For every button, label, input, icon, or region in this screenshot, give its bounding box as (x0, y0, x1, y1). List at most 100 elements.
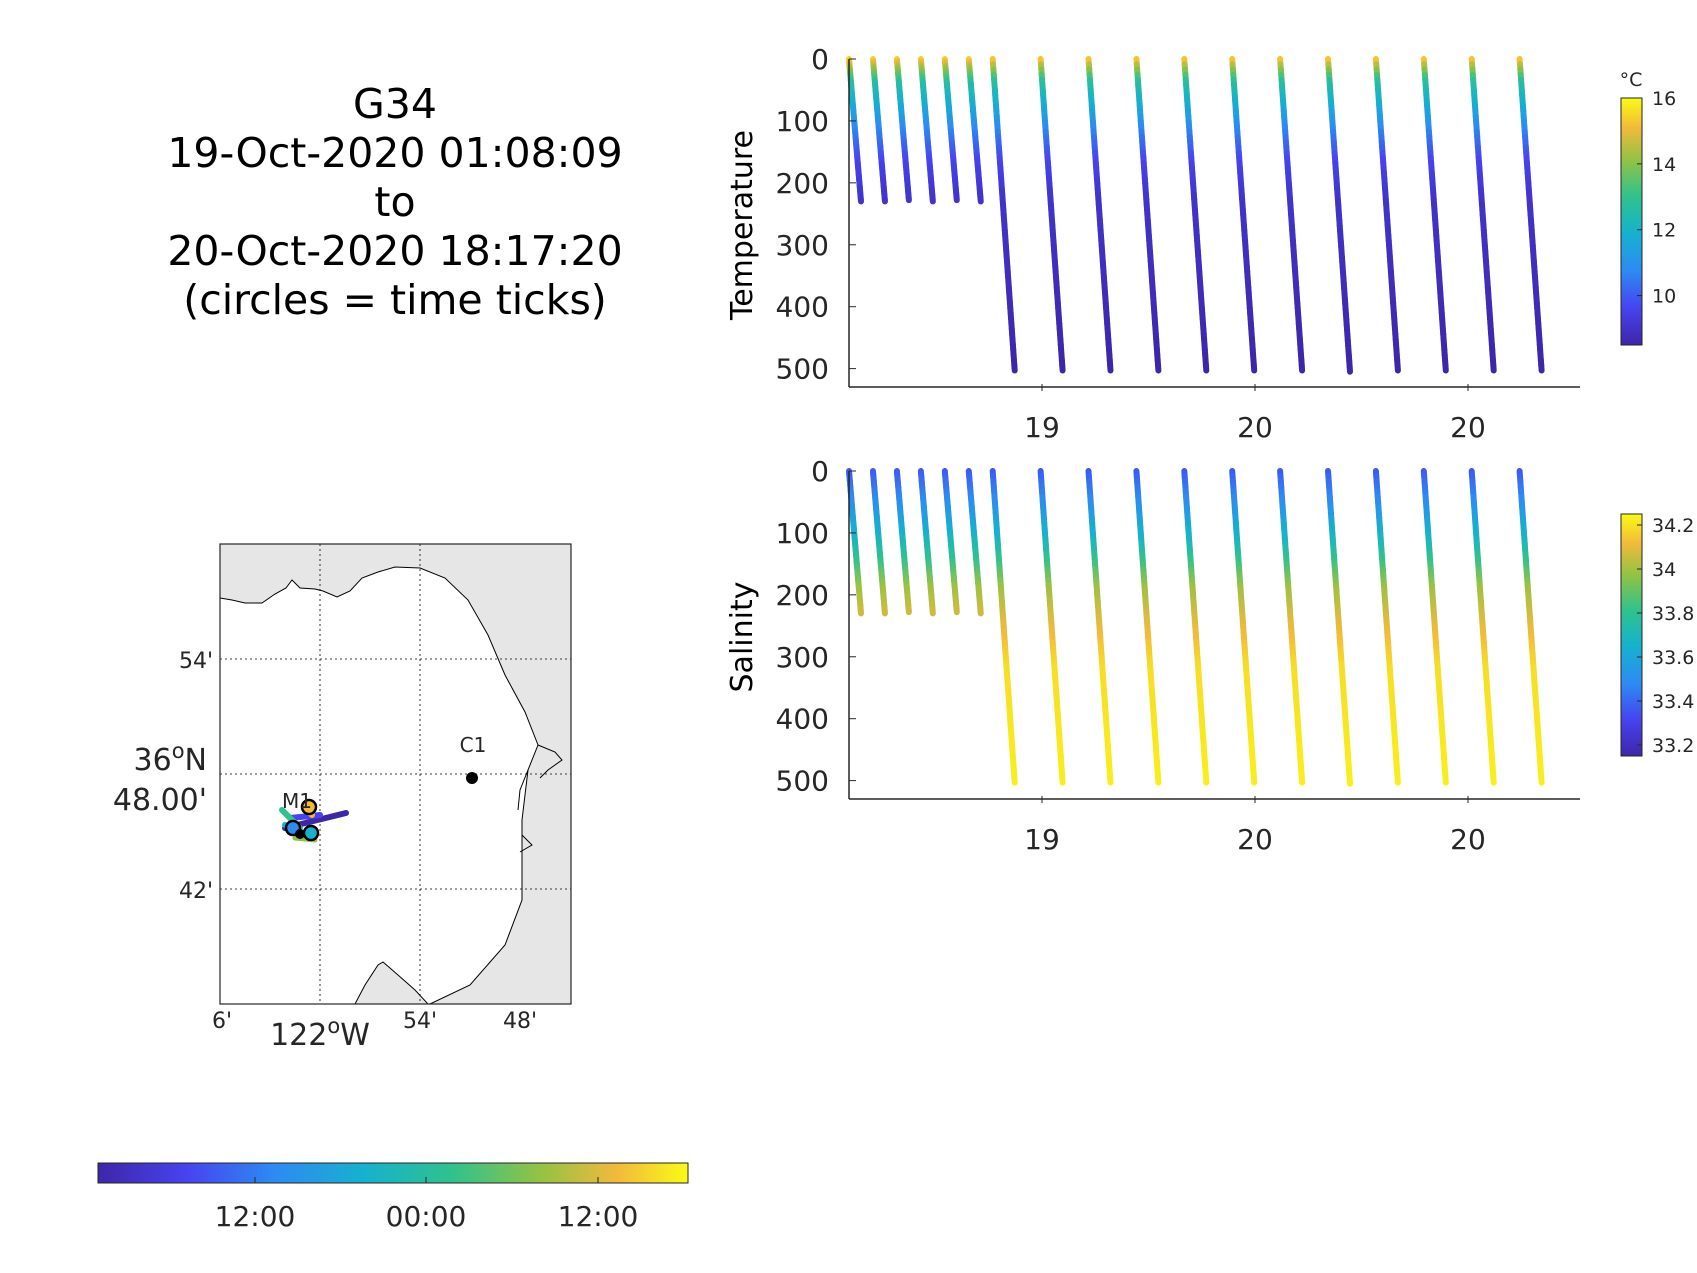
profile-8 (1037, 468, 1066, 786)
x-tick-label: 19 (1024, 411, 1060, 444)
time-colorbar: 12:00 00:00 12:00 (97, 1162, 689, 1233)
lat-tick-36n: 36oN 48.00' (113, 739, 207, 818)
temperature-colorbar-ticks: 10 12 14 16 (1637, 88, 1676, 308)
start-time: 19-Oct-2020 01:08:09 (167, 129, 623, 177)
profile-1 (846, 468, 864, 617)
colorbar-tick-label: 16 (1652, 88, 1676, 110)
lat-tick-42: 42' (179, 879, 213, 904)
profile-15 (1372, 56, 1401, 374)
profile-18 (1516, 468, 1545, 786)
x-tick-label: 20 (1450, 411, 1486, 444)
y-tick-label: 100 (776, 517, 829, 550)
temperature-colorbar (1620, 97, 1643, 346)
lon-tick-122w: 122oW (270, 1014, 370, 1053)
profile-8 (1037, 56, 1066, 374)
map-grid (220, 544, 571, 1004)
temperature-unit: °C (1620, 69, 1643, 91)
colorbar-tick-label: 34 (1652, 559, 1676, 581)
y-tick-label: 400 (776, 291, 829, 324)
profile-9 (1085, 468, 1114, 786)
station-m1-label: M1 (282, 789, 312, 813)
x-tick-label: 20 (1237, 411, 1273, 444)
profile-4 (917, 56, 936, 205)
y-tick-label: 0 (811, 455, 829, 488)
temperature-x-ticks: 19 20 20 (1024, 384, 1486, 444)
profile-13 (1277, 468, 1306, 786)
temperature-ylabel: Temperature (725, 130, 760, 321)
map-border (219, 543, 572, 1005)
profile-11 (1181, 56, 1210, 374)
colorbar-tick-label: 14 (1652, 154, 1676, 176)
time-colorbar-bar (97, 1162, 689, 1184)
colorbar-tick-label: 34.2 (1652, 515, 1694, 537)
land-north (220, 544, 571, 1004)
svg-text:48.00': 48.00' (113, 783, 207, 818)
colorbar-tick-label: 33.4 (1652, 691, 1694, 713)
time-tick-note: (circles = time ticks) (183, 276, 607, 324)
x-tick-label: 19 (1024, 823, 1060, 856)
profile-5 (941, 56, 960, 204)
x-tick-label: 20 (1450, 823, 1486, 856)
colorbar-tick-label: 33.8 (1652, 603, 1694, 625)
profile-2 (869, 468, 888, 617)
salinity-y-ticks: 0 100 200 300 400 500 (776, 455, 856, 798)
y-tick-label: 200 (776, 167, 829, 200)
profile-7 (989, 468, 1018, 786)
time-tick-dot (295, 829, 305, 839)
salinity-x-ticks: 19 20 20 (1024, 796, 1486, 856)
salinity-colorbar (1620, 513, 1643, 757)
colorbar-tick-label: 12 (1652, 220, 1676, 242)
profile-4 (917, 468, 936, 617)
salinity-ylabel: Salinity (725, 582, 760, 693)
y-tick-label: 200 (776, 579, 829, 612)
profile-17 (1468, 468, 1497, 786)
salinity-colorbar-ticks: 34.2 34 33.8 33.6 33.4 33.2 (1637, 515, 1694, 757)
x-tick-label: 20 (1237, 823, 1273, 856)
salinity-profiles (846, 468, 1545, 787)
salinity-panel: 0 100 200 300 400 500 19 20 20 Salinity 34.2 34 3… (725, 455, 1694, 856)
coast-inlet (517, 744, 563, 853)
y-tick-label: 500 (776, 353, 829, 386)
y-tick-label: 400 (776, 703, 829, 736)
glider-track (279, 798, 349, 843)
temperature-profiles (846, 56, 1545, 375)
time-tick-1: 12:00 (215, 1200, 296, 1233)
profile-11 (1181, 468, 1210, 786)
svg-text:122oW: 122oW (270, 1014, 370, 1053)
lat-tick-54: 54' (179, 649, 213, 674)
profile-10 (1133, 468, 1162, 786)
colorbar-tick-label: 10 (1652, 286, 1676, 308)
profile-10 (1133, 56, 1162, 374)
profile-9 (1085, 56, 1114, 374)
profile-15 (1372, 468, 1401, 786)
profile-13 (1277, 56, 1306, 374)
profile-16 (1420, 56, 1449, 374)
y-tick-label: 0 (811, 43, 829, 76)
time-tick-circle (302, 824, 320, 842)
lon-tick-6: 6' (212, 1009, 232, 1034)
end-time: 20-Oct-2020 18:17:20 (167, 227, 623, 275)
y-tick-label: 500 (776, 765, 829, 798)
y-tick-label: 100 (776, 105, 829, 138)
profile-2 (869, 56, 888, 205)
time-tick-circle (300, 798, 318, 816)
time-tick-2: 00:00 (386, 1200, 467, 1233)
lon-tick-54: 54' (403, 1009, 437, 1034)
y-tick-label: 300 (776, 641, 829, 674)
temperature-panel: 0 100 200 300 400 500 19 20 20 Temperature °C 1… (725, 43, 1676, 444)
station-c1-label: C1 (460, 733, 487, 757)
profile-12 (1229, 468, 1258, 786)
profile-1 (846, 56, 864, 205)
figure-title: G34 19-Oct-2020 01:08:09 to 20-Oct-2020 … (120, 80, 670, 325)
lon-tick-48: 48' (503, 1009, 537, 1034)
profile-6 (965, 56, 984, 205)
svg-text:36oN: 36oN (134, 739, 208, 778)
profile-12 (1229, 56, 1258, 374)
profile-18 (1516, 56, 1545, 374)
profile-5 (941, 468, 960, 616)
to-word: to (374, 178, 416, 226)
land-south (354, 961, 429, 1004)
profile-3 (893, 56, 912, 204)
temperature-y-ticks: 0 100 200 300 400 500 (776, 43, 856, 386)
